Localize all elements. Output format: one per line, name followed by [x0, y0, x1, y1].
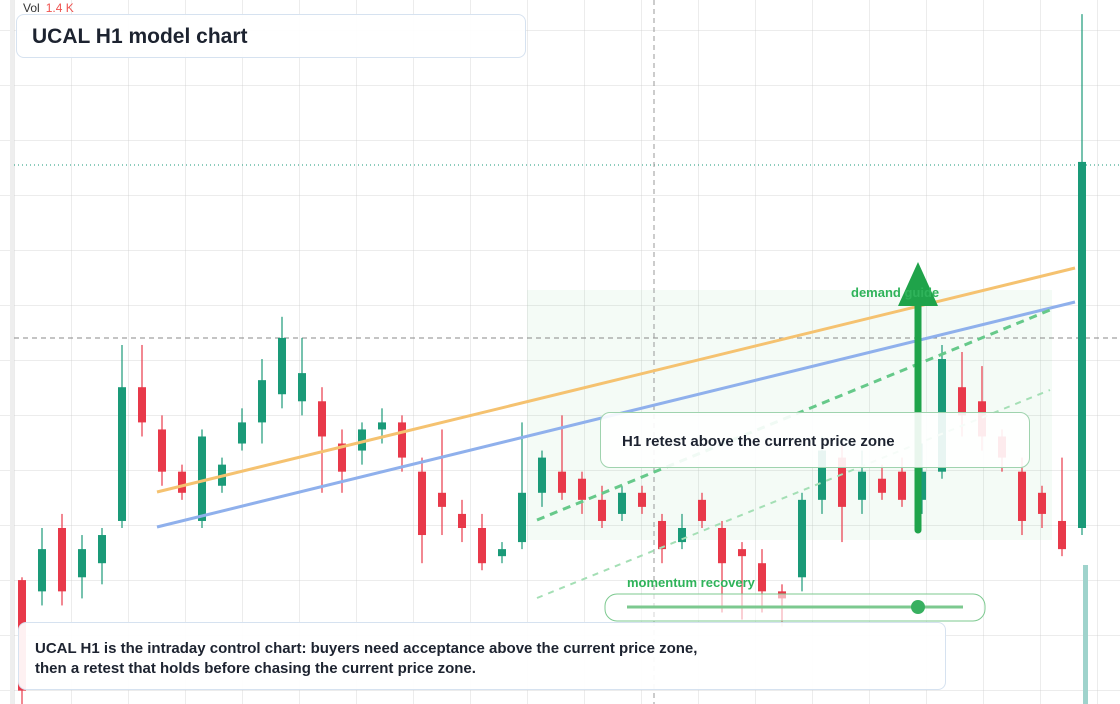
candle-body	[1058, 520, 1066, 550]
candle-body	[478, 528, 486, 564]
candle-body	[798, 499, 806, 578]
candle-body	[638, 492, 646, 507]
volume-bar	[1083, 565, 1088, 704]
candle-body	[918, 471, 926, 500]
annotation: momentum recovery	[627, 575, 755, 590]
annotation: demand guide	[851, 285, 940, 300]
callout-text: H1 retest above the current price zone	[622, 433, 895, 450]
candle-body	[98, 535, 106, 564]
description: UCAL H1 is the intraday control chart: b…	[18, 622, 946, 690]
candle-body	[738, 549, 746, 557]
candle-body	[558, 471, 566, 493]
vol-label: Vol	[23, 1, 40, 15]
candle-body	[378, 422, 386, 430]
candle-body	[238, 422, 246, 444]
candle-body	[118, 387, 126, 521]
candle-body	[678, 528, 686, 543]
candle-body	[578, 478, 586, 500]
title: UCAL H1 model chart	[32, 25, 248, 48]
candle-body	[718, 528, 726, 564]
candle-body	[958, 387, 966, 416]
candle-body	[598, 499, 606, 521]
candle-body	[158, 429, 166, 472]
candle-body	[1038, 492, 1046, 514]
candle-body	[318, 401, 326, 437]
candle-body	[198, 436, 206, 521]
candle-body	[58, 528, 66, 592]
arrow-head	[898, 262, 938, 306]
vol-value: 1.4 K	[45, 1, 74, 15]
candle-body	[838, 457, 846, 507]
description-line: then a retest that holds before chasing …	[35, 660, 476, 677]
candle-body	[358, 429, 366, 451]
title-box: UCAL H1 model chart	[16, 14, 526, 58]
candle-body	[498, 549, 506, 557]
candle-body	[278, 337, 286, 395]
candle-body	[438, 492, 446, 507]
candle-body	[698, 499, 706, 521]
candle-body	[258, 380, 266, 423]
candle-body	[78, 549, 86, 578]
candle-body	[518, 492, 526, 543]
scroll-edge	[10, 0, 14, 704]
candle-body	[858, 471, 866, 500]
volume-readout: Vol 1.4 K	[23, 1, 74, 15]
candle-body	[458, 513, 466, 528]
candle-body	[618, 492, 626, 514]
candle-body	[878, 478, 886, 493]
candle-body	[538, 457, 546, 493]
candle-body	[398, 422, 406, 458]
candle-body	[1078, 161, 1086, 529]
candle-body	[178, 471, 186, 493]
candle-body	[818, 450, 826, 500]
candle-body	[1018, 471, 1026, 521]
description-line: UCAL H1 is the intraday control chart: b…	[35, 640, 698, 657]
candle-body	[898, 471, 906, 500]
candle-body	[38, 549, 46, 592]
candle-body	[418, 471, 426, 536]
candle-body	[338, 443, 346, 472]
slider-knob[interactable]	[911, 600, 925, 614]
candle-body	[658, 520, 666, 550]
callout: H1 retest above the current price zone	[600, 412, 1030, 468]
candle-body	[298, 373, 306, 402]
candle-body	[758, 563, 766, 592]
candle-body	[138, 387, 146, 423]
